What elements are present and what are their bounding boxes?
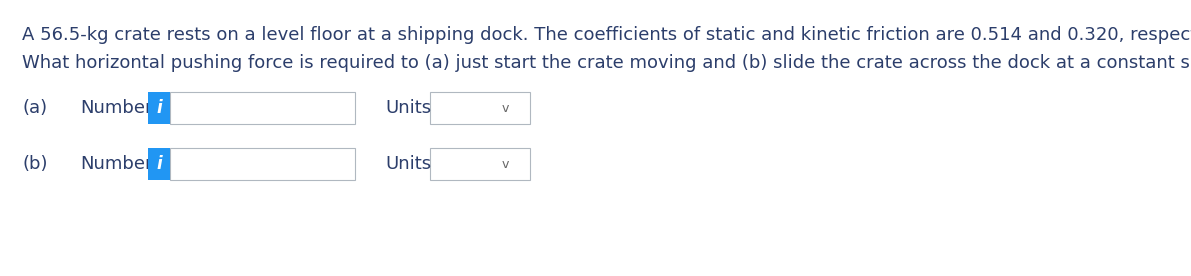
Text: v: v: [501, 158, 509, 171]
FancyBboxPatch shape: [170, 148, 355, 180]
FancyBboxPatch shape: [430, 92, 530, 124]
Text: (b): (b): [21, 155, 48, 173]
Text: Number: Number: [80, 99, 152, 117]
Text: Units: Units: [385, 99, 431, 117]
Text: i: i: [156, 155, 162, 173]
Text: v: v: [501, 102, 509, 115]
Text: Units: Units: [385, 155, 431, 173]
FancyBboxPatch shape: [430, 148, 530, 180]
FancyBboxPatch shape: [170, 92, 355, 124]
FancyBboxPatch shape: [148, 148, 170, 180]
Text: What horizontal pushing force is required to (a) just start the crate moving and: What horizontal pushing force is require…: [21, 54, 1191, 72]
Text: A 56.5-kg crate rests on a level floor at a shipping dock. The coefficients of s: A 56.5-kg crate rests on a level floor a…: [21, 26, 1191, 44]
Text: Number: Number: [80, 155, 152, 173]
FancyBboxPatch shape: [148, 92, 170, 124]
Text: (a): (a): [21, 99, 48, 117]
Text: i: i: [156, 99, 162, 117]
